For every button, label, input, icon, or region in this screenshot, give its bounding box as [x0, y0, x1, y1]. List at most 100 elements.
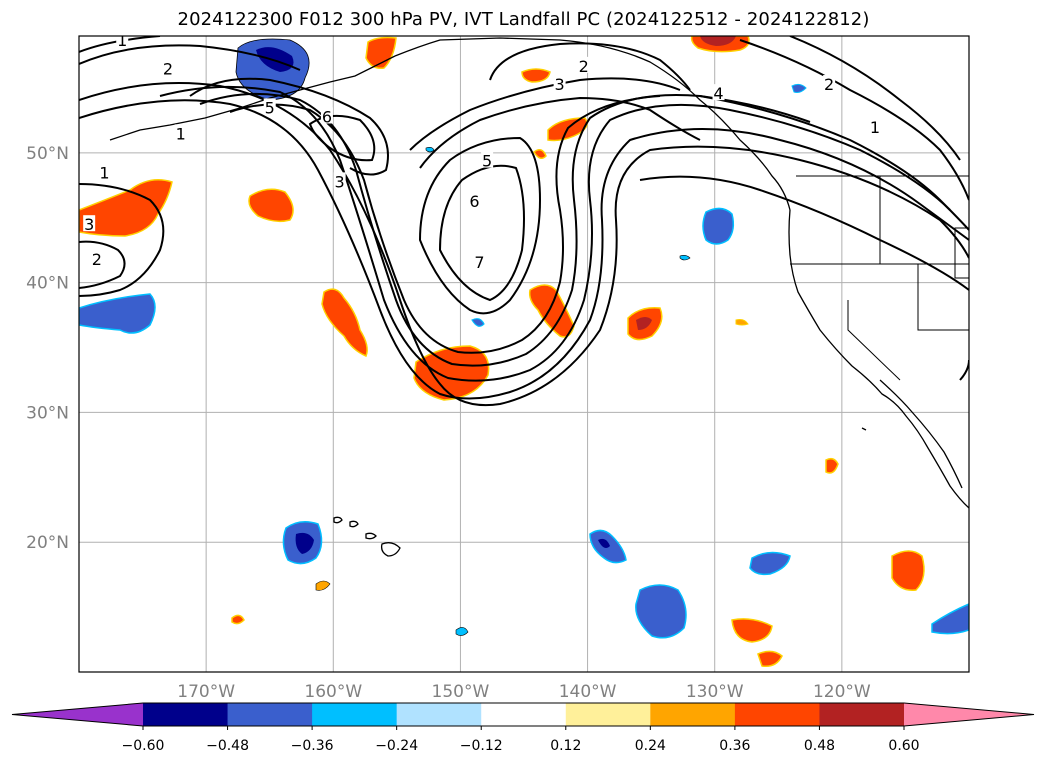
- contour-label-bg-6: [98, 163, 111, 180]
- contour-label-bg-14: [712, 84, 725, 101]
- shade-positive-18: [735, 319, 749, 326]
- contour-label-15: 2: [824, 75, 834, 94]
- contour-label-bg-4: [320, 107, 333, 124]
- contour-east-4: [789, 36, 961, 161]
- contour-east-1: [639, 175, 969, 291]
- map-title: 2024122300 F012 300 hPa PV, IVT Landfall…: [177, 9, 870, 30]
- colorbar-bin-3: [396, 703, 482, 726]
- contour-6-loop: [308, 114, 376, 162]
- contour-trough-7: [419, 96, 701, 169]
- contour-east-2: [699, 95, 969, 231]
- contour-label-bg-8: [90, 250, 103, 267]
- contour-inner-b: [438, 164, 525, 302]
- contour-label-12: 6: [469, 192, 479, 211]
- shade-negative-12: [679, 255, 691, 261]
- contour-trough-outer: [79, 82, 969, 407]
- contour-trough-2: [79, 99, 969, 400]
- contour-label-bg-13: [473, 252, 486, 269]
- colorbar-tick-label-5: 0.12: [550, 738, 581, 754]
- contour-label-3: 5: [265, 98, 275, 117]
- island-kauai: [333, 516, 343, 524]
- colorbar-tick-label-2: −0.36: [291, 738, 334, 754]
- shade-positive-17: [231, 614, 245, 625]
- contour-label-bg-9: [577, 56, 590, 73]
- coast-na-west: [788, 209, 969, 509]
- colorbar-tick-label-6: 0.24: [635, 738, 666, 754]
- contour-label-bg-15: [823, 75, 836, 92]
- colorbar-bin-0: [143, 703, 229, 726]
- contour-trough-6: [409, 77, 681, 151]
- contour-trough-3: [159, 85, 951, 382]
- lon-label-0: 170°W: [177, 682, 235, 702]
- contour-label-bg-16: [868, 117, 881, 134]
- contour-inner-a: [418, 136, 542, 315]
- contour-label-9: 2: [579, 57, 589, 76]
- island-maui: [365, 532, 377, 540]
- colorbar: −0.60 −0.48 −0.36 −0.24 −0.12 0.12 0.24 0.36 0.4…: [11, 702, 1035, 754]
- colorbar-tick-label-9: 0.60: [888, 738, 919, 754]
- colorbar-bin-7: [734, 703, 820, 726]
- lon-label-5: 120°W: [813, 682, 871, 702]
- lat-labels: 50°N 40°N 30°N 20°N: [26, 144, 69, 553]
- lat-label-2: 30°N: [26, 403, 69, 423]
- contour-label-1: 2: [163, 59, 173, 78]
- shade-negative-10: [455, 627, 469, 636]
- lat-label-3: 20°N: [26, 533, 69, 553]
- contour-label-4: 6: [322, 107, 332, 126]
- lat-label-0: 50°N: [26, 144, 69, 164]
- contour-label-bg-0: [116, 36, 129, 47]
- shade-positive-14: [757, 650, 783, 668]
- colorbar-extend-high: [904, 703, 1034, 726]
- contour-label-16: 1: [870, 118, 880, 137]
- plot-frame: [78, 35, 970, 673]
- colorbar-tick-label-3: −0.24: [375, 738, 418, 754]
- shade-negative-3: [702, 207, 735, 245]
- colorbar-tick-label-0: −0.60: [122, 738, 165, 754]
- contour-label-bg-7: [83, 215, 96, 232]
- contour-5-loop: [189, 77, 389, 176]
- contour-label-2: 1: [176, 124, 186, 143]
- contour-east-3: [739, 39, 969, 201]
- colorbar-tick-label-1: −0.48: [206, 738, 249, 754]
- colorbar-bin-8: [819, 703, 905, 726]
- contour-label-bg-11: [481, 151, 494, 168]
- shade-negative-6-core: [598, 538, 610, 548]
- contour-trough-5: [229, 95, 661, 354]
- colorbar-bin-4: [481, 703, 567, 726]
- contour-top-2: [489, 42, 691, 91]
- shade-positive-7: [533, 149, 547, 159]
- shade-positive-3: [321, 288, 368, 357]
- colorbar-bin-6: [650, 703, 736, 726]
- contour-label-11: 5: [482, 152, 492, 171]
- contour-label-bg-12: [468, 191, 481, 208]
- contour-label-14: 4: [713, 84, 723, 103]
- contour-label-6: 1: [99, 163, 109, 182]
- contour-label-10: 3: [555, 75, 565, 94]
- shade-positive-10-core: [700, 36, 736, 46]
- contour-label-8: 2: [92, 250, 102, 269]
- colorbar-bin-2: [312, 703, 398, 726]
- borders: [790, 175, 969, 381]
- shade-positive-11-core: [636, 317, 652, 330]
- shade-positive-15: [825, 457, 839, 474]
- border-states-4: [847, 300, 901, 381]
- lon-label-2: 150°W: [432, 682, 490, 702]
- coast-baja: [879, 379, 963, 489]
- contour-west-2: [79, 240, 126, 289]
- lon-labels: 170°W 160°W 150°W 140°W 130°W 120°W: [177, 682, 871, 702]
- island-oahu: [349, 520, 359, 528]
- shade-negative-4: [471, 318, 485, 327]
- colorbar-bin-1: [227, 703, 313, 726]
- contour-label-bg-1: [162, 59, 174, 76]
- contour-label-13: 7: [474, 253, 484, 272]
- shade-positive-9: [521, 68, 551, 83]
- pv-contours: [79, 36, 969, 407]
- shade-negative-5-core: [295, 532, 314, 554]
- lon-label-4: 130°W: [686, 682, 744, 702]
- contour-label-bg-10: [553, 75, 566, 92]
- lat-label-1: 40°N: [26, 274, 69, 294]
- shade-negative-9: [931, 603, 969, 635]
- colorbar-tick-label-8: 0.48: [804, 738, 835, 754]
